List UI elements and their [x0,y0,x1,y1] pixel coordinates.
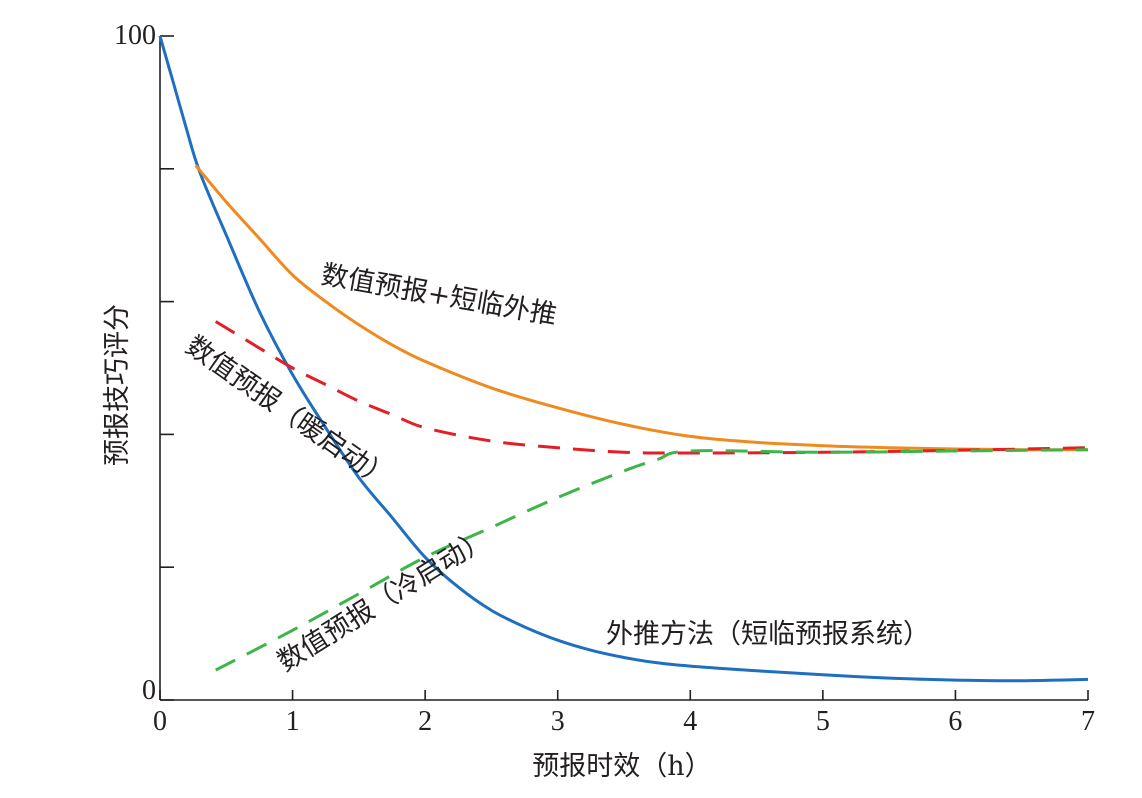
series-line-2 [194,164,1089,452]
x-tick-label: 7 [1081,706,1095,737]
annotation-red-series: 数值预报（暖启动） [180,330,397,495]
x-ticks: 0 1 2 3 4 5 6 7 [153,690,1095,737]
series-layer [158,35,1089,683]
x-tick-label: 1 [286,706,300,737]
x-tick-label: 4 [683,706,697,737]
x-axis-title: 预报时效（h） [532,751,711,782]
x-tick-label: 0 [153,706,167,737]
y-tick-label: 100 [114,20,156,51]
x-tick-label: 2 [418,706,432,737]
series-line-3 [214,320,1089,455]
y-ticks: 0 100 [114,20,174,706]
annotation-green-series: 数值预报（冷启动） [272,523,495,678]
y-axis-title: 预报技巧评分 [102,304,133,466]
x-tick-label: 3 [551,706,565,737]
x-tick-label: 6 [948,706,962,737]
annotation-blue-series: 外推方法（短临预报系统） [606,619,930,650]
x-tick-label: 5 [816,706,830,737]
series-line-4 [215,448,1089,672]
series-line-1 [158,35,1089,683]
y-tick-label: 0 [142,675,156,706]
